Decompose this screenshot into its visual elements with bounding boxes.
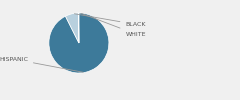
Wedge shape [78, 13, 79, 43]
Text: WHITE: WHITE [81, 13, 146, 36]
Wedge shape [66, 13, 79, 43]
Text: HISPANIC: HISPANIC [0, 57, 83, 72]
Text: BLACK: BLACK [74, 14, 146, 27]
Wedge shape [49, 13, 109, 73]
